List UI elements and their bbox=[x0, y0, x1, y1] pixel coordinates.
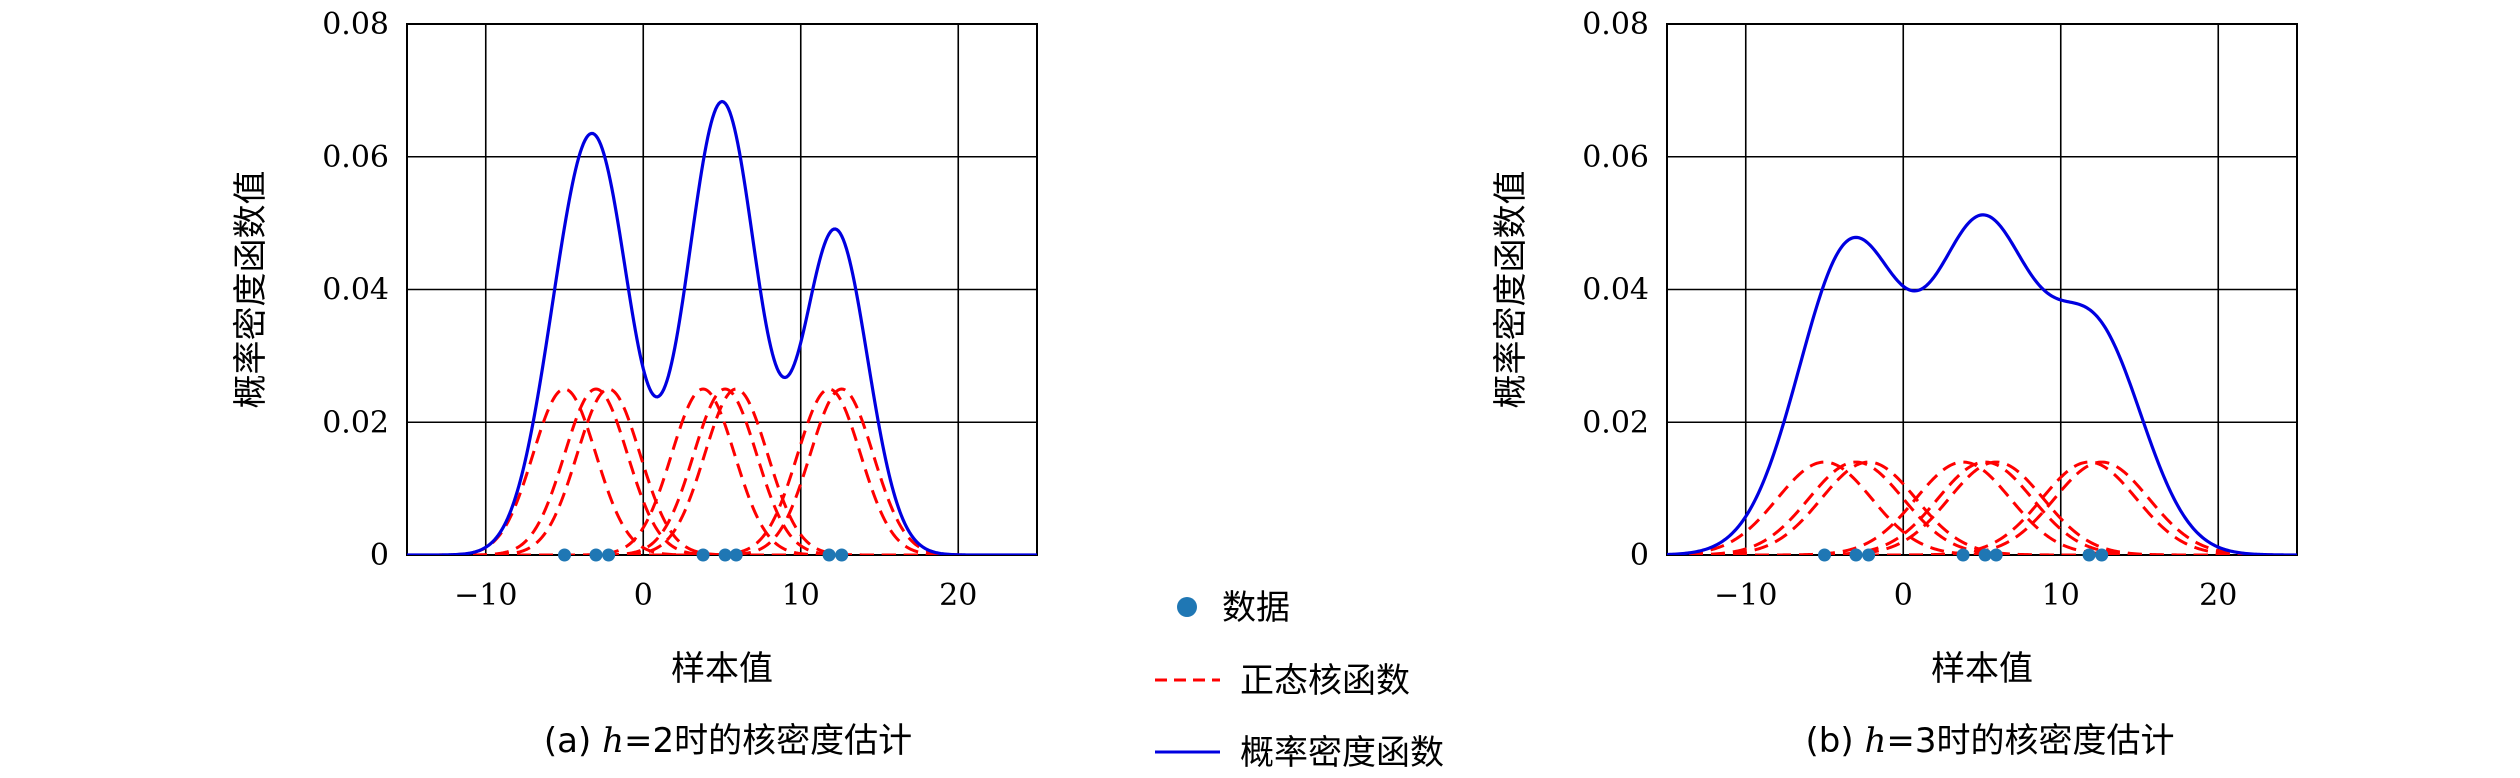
x-tick-label: −10 bbox=[454, 578, 517, 613]
y-tick-label: 0 bbox=[370, 538, 389, 573]
legend: 数据 正态核函数 概率密度函数 bbox=[1155, 588, 1444, 773]
caption-rest: =3时的核密度估计 bbox=[1886, 721, 2174, 761]
x-tick-label: 20 bbox=[2199, 578, 2237, 613]
chart-b: −10 0 10 20 0 0.02 0.04 0.06 0.08 样本值 概率密度函数值 (b) h… bbox=[1491, 7, 2298, 761]
density-curve bbox=[1667, 213, 2297, 555]
data-point bbox=[2082, 548, 2096, 562]
x-tick-label: 10 bbox=[2042, 578, 2080, 613]
x-tick-label: −10 bbox=[1714, 578, 1777, 613]
legend-density-label: 概率密度函数 bbox=[1240, 733, 1444, 773]
y-tick-label: 0.06 bbox=[1582, 140, 1649, 175]
y-tick-label: 0.08 bbox=[1582, 7, 1649, 42]
data-point bbox=[1862, 548, 1876, 562]
caption-h: h bbox=[1864, 721, 1886, 761]
x-tick-label: 0 bbox=[634, 578, 653, 613]
caption-h: h bbox=[602, 721, 624, 761]
data-point bbox=[1849, 548, 1863, 562]
chart-caption: (b) h=3时的核密度估计 bbox=[1806, 721, 2175, 761]
kernel-curve bbox=[1667, 460, 2297, 555]
x-axis-label: 样本值 bbox=[671, 649, 773, 689]
legend-kernel-label: 正态核函数 bbox=[1240, 661, 1410, 701]
y-tick-label: 0.06 bbox=[322, 140, 389, 175]
y-tick-label: 0.08 bbox=[322, 7, 389, 42]
data-point bbox=[718, 548, 732, 562]
y-axis-label: 概率密度函数值 bbox=[1491, 171, 1531, 409]
data-point bbox=[1956, 548, 1970, 562]
x-tick-label: 10 bbox=[782, 578, 820, 613]
kernel-curve bbox=[407, 387, 1037, 555]
density-curve bbox=[407, 99, 1037, 555]
chart-caption: (a) h=2时的核密度估计 bbox=[544, 721, 912, 761]
data-point bbox=[1989, 548, 2003, 562]
y-tick-label: 0.04 bbox=[322, 273, 389, 308]
plot-area bbox=[1667, 213, 2297, 555]
data-point bbox=[589, 548, 603, 562]
data-point bbox=[2095, 548, 2109, 562]
y-axis-label: 概率密度函数值 bbox=[231, 171, 271, 409]
data-point bbox=[822, 548, 836, 562]
chart-a: −10 0 10 20 0 0.02 0.04 0.06 0.08 样本值 概率密度函数值 (a) h… bbox=[231, 7, 1038, 761]
caption-rest: =2时的核密度估计 bbox=[624, 721, 912, 761]
data-point bbox=[729, 548, 743, 562]
legend-data-marker bbox=[1177, 597, 1197, 617]
y-tick-label: 0 bbox=[1630, 538, 1649, 573]
caption-prefix: (b) bbox=[1806, 721, 1865, 761]
plot-area bbox=[407, 99, 1037, 555]
x-axis-label: 样本值 bbox=[1931, 649, 2033, 689]
data-point bbox=[602, 548, 616, 562]
caption-prefix: (a) bbox=[544, 721, 602, 761]
x-tick-label: 0 bbox=[1894, 578, 1913, 613]
data-point bbox=[1818, 548, 1831, 562]
y-tick-label: 0.04 bbox=[1582, 273, 1649, 308]
kernel-curve bbox=[1667, 460, 2297, 555]
data-point bbox=[835, 548, 849, 562]
kernel-curve bbox=[407, 387, 1037, 555]
y-tick-label: 0.02 bbox=[322, 405, 389, 440]
data-point bbox=[1978, 548, 1992, 562]
y-tick-label: 0.02 bbox=[1582, 405, 1649, 440]
data-point bbox=[696, 548, 710, 562]
legend-data-label: 数据 bbox=[1222, 588, 1290, 628]
x-tick-label: 20 bbox=[939, 578, 977, 613]
data-point bbox=[558, 548, 571, 562]
